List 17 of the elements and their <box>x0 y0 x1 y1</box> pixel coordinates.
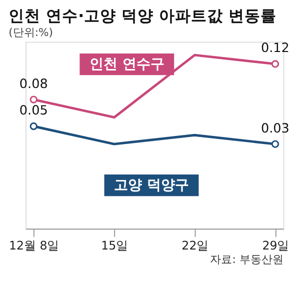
chart-subtitle: (단위:%) <box>8 26 54 39</box>
chart-title: 인천 연수·고양 덕양 아파트값 변동률 <box>8 6 277 26</box>
point <box>271 60 280 68</box>
x-tick-label: 15일 <box>101 238 128 253</box>
point <box>30 122 38 130</box>
x-tick-label: 12월 8일 <box>8 238 60 253</box>
x-tick-label: 29일 <box>262 238 290 253</box>
data-label: 0.05 <box>19 103 48 118</box>
series-label: 인천 연수구 <box>89 56 164 72</box>
x-tick-label: 22일 <box>182 238 209 253</box>
data-label: 0.12 <box>261 41 290 56</box>
point <box>271 140 280 148</box>
text: 자료: 부동산원 <box>210 253 284 266</box>
data-label: 0.08 <box>19 76 48 92</box>
point <box>30 96 38 104</box>
data-label: 0.03 <box>261 121 290 136</box>
text: 고양 덕양구 <box>114 177 189 194</box>
